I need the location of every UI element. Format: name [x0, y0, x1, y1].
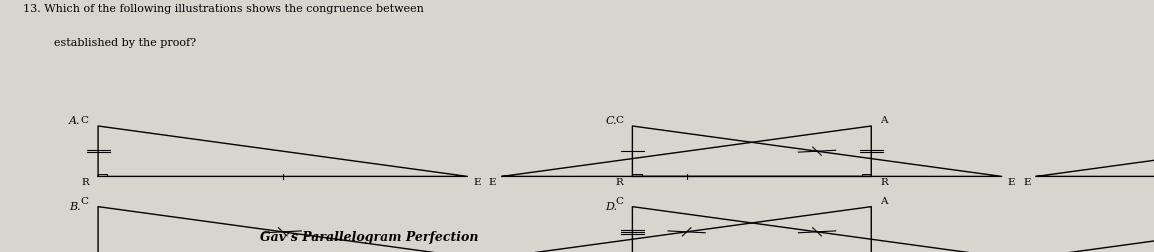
Text: E: E [489, 178, 496, 187]
Text: R: R [615, 178, 623, 187]
Text: A: A [881, 116, 887, 125]
Text: D.: D. [606, 202, 617, 212]
Text: A: A [881, 197, 887, 206]
Text: C.: C. [606, 116, 617, 126]
Text: E: E [1007, 178, 1014, 187]
Text: Gav’s Parallelogram Perfection: Gav’s Parallelogram Perfection [260, 231, 479, 244]
Text: C: C [81, 116, 89, 125]
Text: R: R [81, 178, 89, 187]
Text: C: C [81, 197, 89, 206]
Text: E: E [1024, 178, 1031, 187]
Text: C: C [615, 197, 623, 206]
Text: R: R [881, 178, 889, 187]
Text: established by the proof?: established by the proof? [40, 38, 196, 48]
Text: 13. Which of the following illustrations shows the congruence between: 13. Which of the following illustrations… [23, 4, 424, 14]
Text: C: C [615, 116, 623, 125]
Text: A.: A. [69, 116, 81, 126]
Text: E: E [473, 178, 480, 187]
Text: B.: B. [69, 202, 81, 212]
